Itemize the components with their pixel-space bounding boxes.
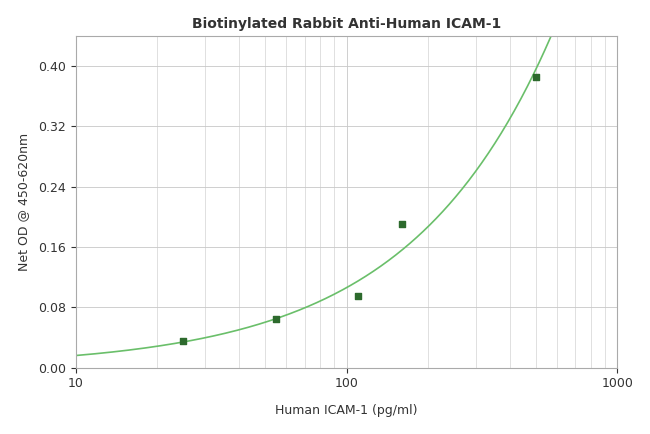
Point [178, 338, 188, 345]
Y-axis label: Net OD @ 450-620nm: Net OD @ 450-620nm [17, 133, 30, 271]
Point [396, 221, 407, 228]
Point [271, 315, 281, 322]
Title: Biotinylated Rabbit Anti-Human ICAM-1: Biotinylated Rabbit Anti-Human ICAM-1 [192, 16, 501, 31]
Point [530, 74, 541, 81]
X-axis label: Human ICAM-1 (pg/ml): Human ICAM-1 (pg/ml) [276, 404, 418, 418]
Point [352, 293, 363, 299]
